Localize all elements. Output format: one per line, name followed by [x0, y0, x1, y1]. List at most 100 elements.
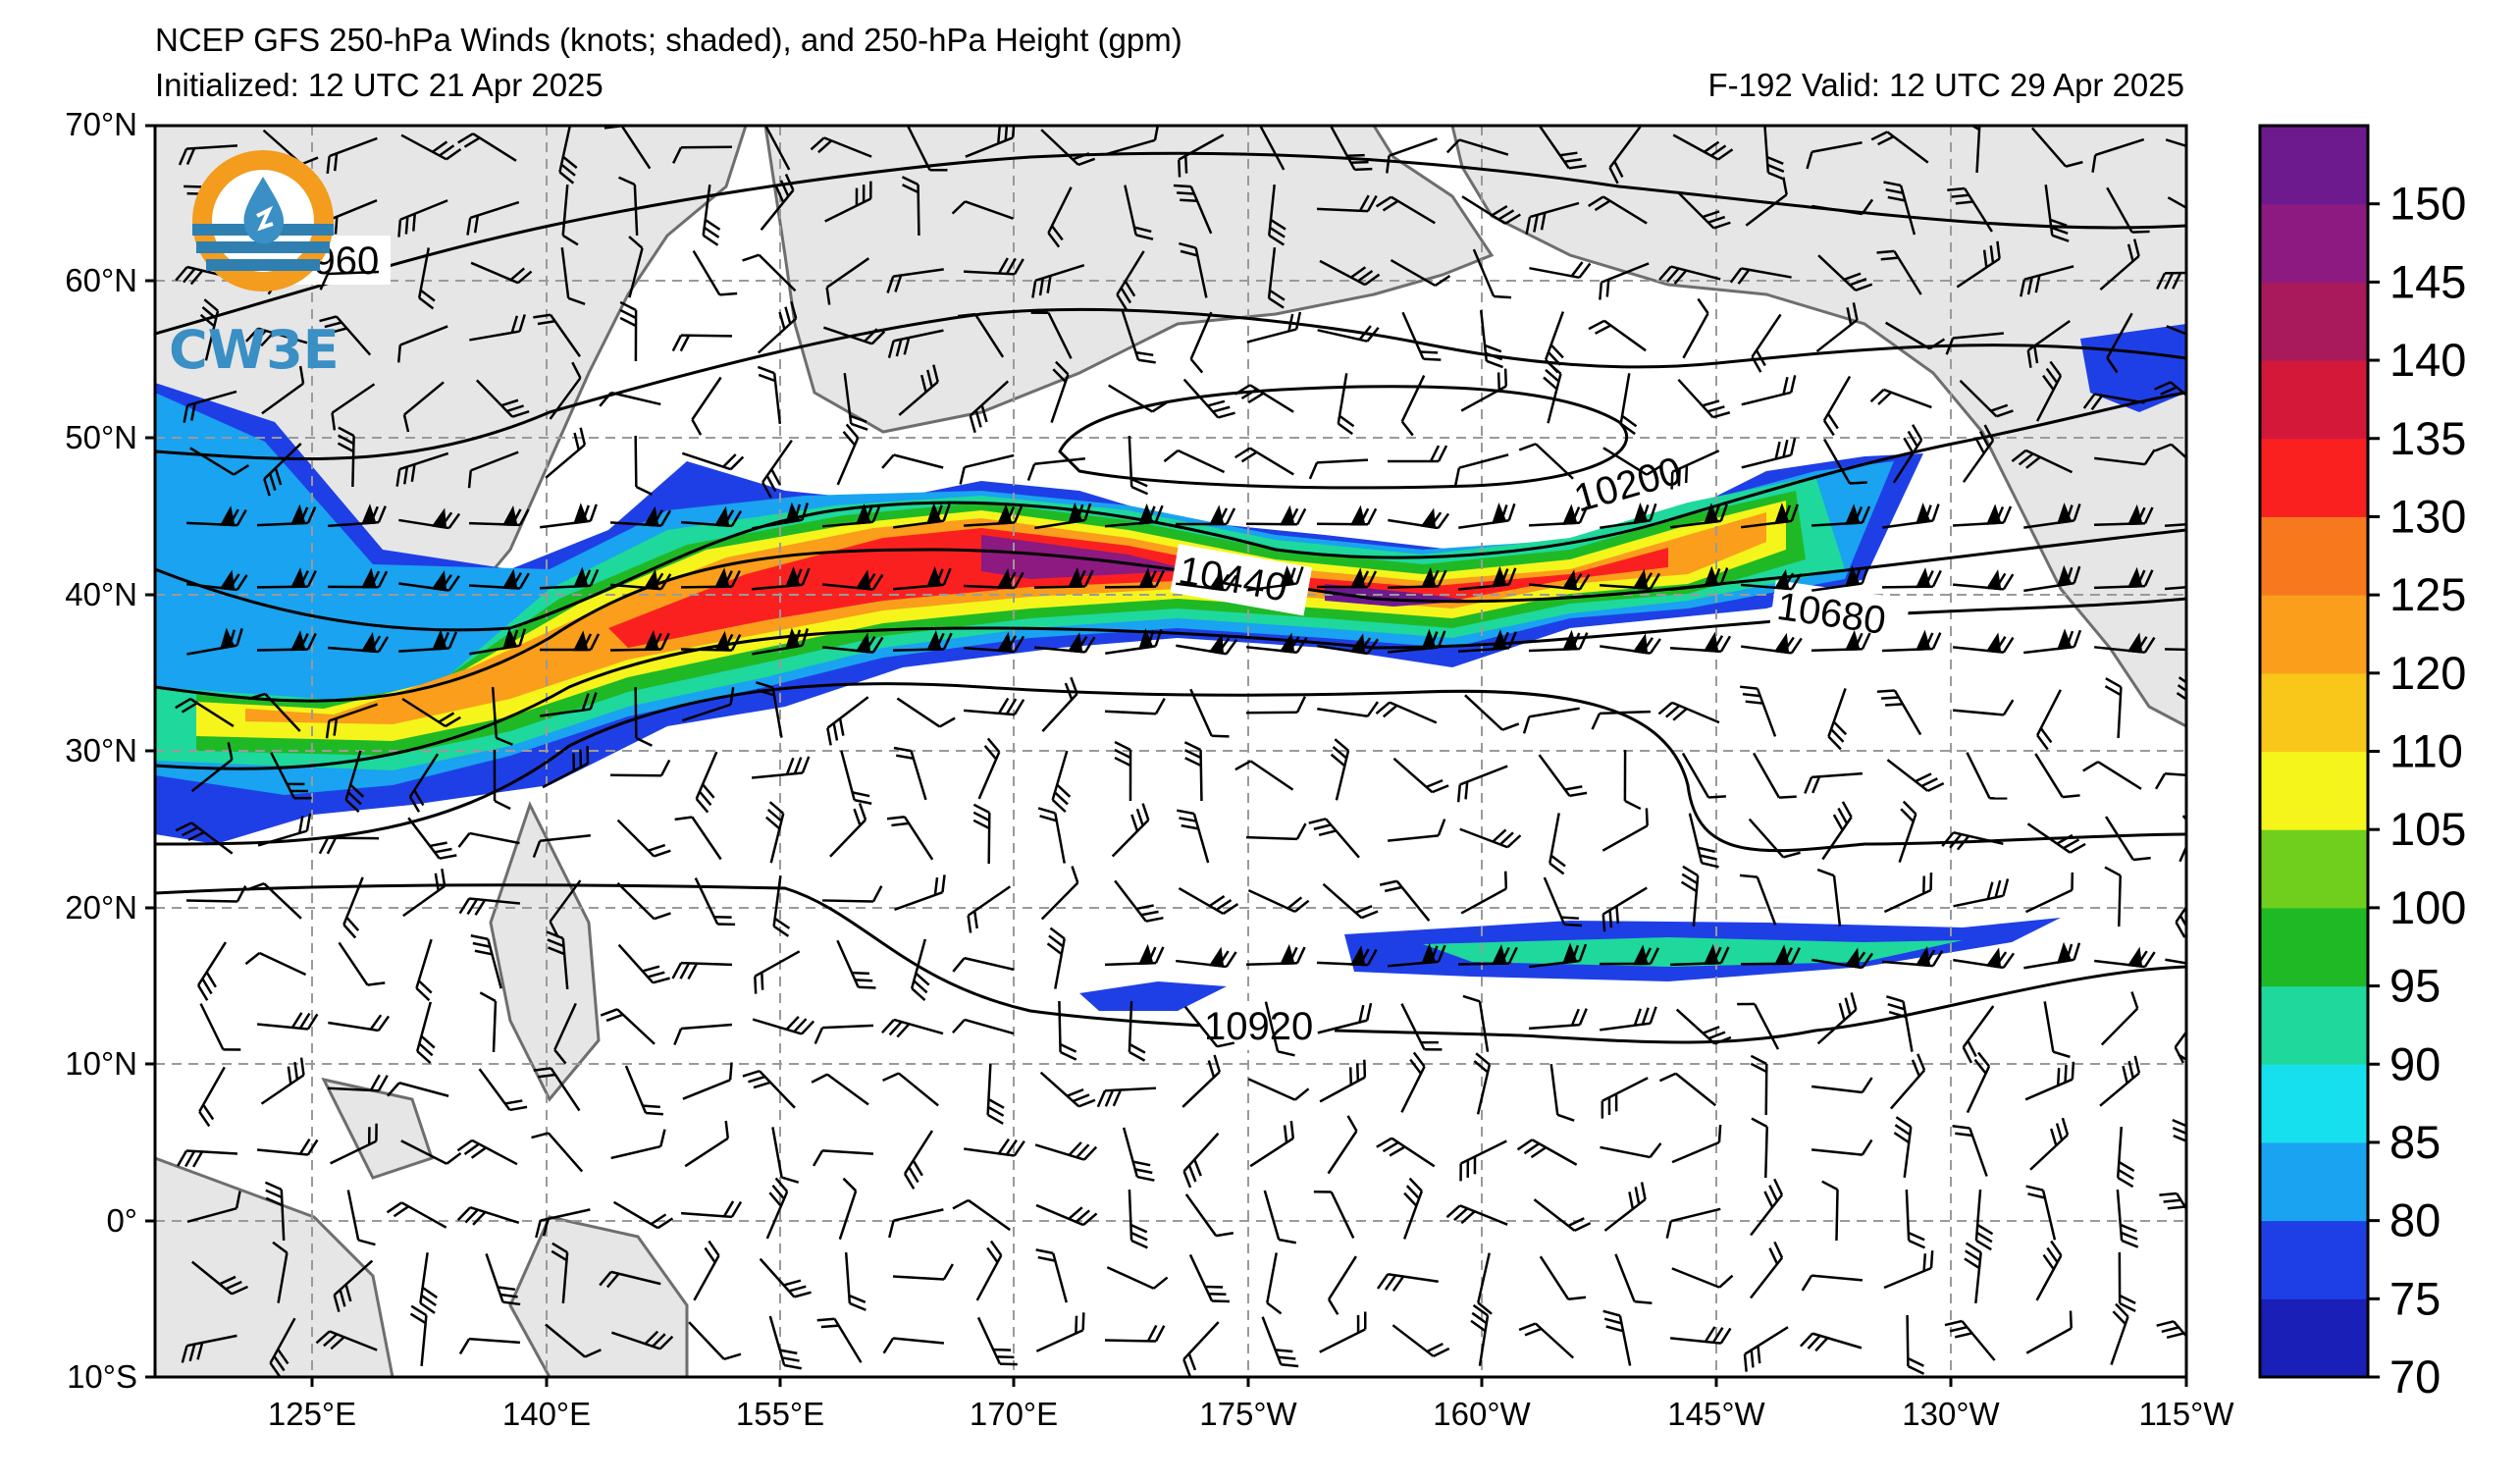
wind-barb [1881, 945, 1944, 968]
wind-barb [2116, 1126, 2135, 1189]
wind-barb [1811, 565, 1869, 592]
wind-barb [1111, 803, 1150, 858]
wind-barb [695, 751, 718, 814]
wind-barb [692, 250, 738, 296]
wind-barb [326, 136, 378, 175]
wind-barb [1386, 137, 1438, 174]
wind-barb [1479, 310, 1504, 369]
wind-barb [691, 376, 722, 436]
wind-barb [1947, 186, 1993, 233]
wind-barb [1811, 198, 1874, 216]
wind-barb [256, 503, 317, 527]
wind-barb [822, 326, 886, 345]
wind-barb [270, 752, 312, 800]
wind-barb [1163, 449, 1226, 474]
wind-barb [1750, 1178, 1784, 1237]
wind-barb [1956, 240, 2001, 289]
colorbar: 70 75 80 85 90 95 100 105 110 120 125 130 135 140 145 1… [2258, 124, 2466, 1403]
wind-barb [1811, 1077, 1873, 1094]
wind-barb [458, 897, 520, 916]
wind-barb [1741, 437, 1797, 469]
wind-barb [1050, 360, 1070, 423]
wind-barb [400, 133, 462, 161]
lon-label-175w: 175°W [1199, 1396, 1297, 1432]
wind-barb [969, 380, 1010, 434]
wind-barb [1538, 754, 1588, 798]
wind-barb [1601, 886, 1648, 932]
wind-barb [1549, 1064, 1575, 1122]
wind-barb [844, 1251, 866, 1311]
wind-barb [1128, 1000, 1146, 1062]
wind-barb [256, 567, 317, 589]
lat-label-0: 0° [106, 1202, 137, 1239]
wind-barb [417, 247, 436, 310]
wind-barb [1543, 876, 1583, 927]
wind-barb [2026, 822, 2086, 854]
wind-barb [1035, 1203, 1098, 1227]
wind-barb [1249, 1120, 1295, 1168]
colorbar-box [2260, 203, 2368, 283]
wind-barb [893, 503, 951, 529]
wind-barb [609, 505, 672, 527]
wind-barb [810, 136, 872, 158]
contour-label-10920: 10920 [1204, 1005, 1313, 1048]
wind-barb [1316, 567, 1378, 589]
wind-barb [963, 631, 1025, 654]
wind-barb [2024, 872, 2074, 914]
wind-barb [1179, 241, 1208, 298]
colorbar-label: 85 [2389, 1116, 2441, 1168]
wind-barb [2043, 1001, 2071, 1059]
wind-barb [1889, 1053, 1926, 1110]
wind-barb [1817, 254, 1873, 292]
wind-barb [886, 815, 934, 861]
wind-barb [757, 300, 798, 354]
wind-barb [612, 1200, 674, 1230]
wind-barb [327, 1074, 389, 1092]
wind-barb [325, 703, 378, 739]
wind-barb [533, 313, 581, 357]
wind-barb [415, 1001, 436, 1064]
wind-barb [1529, 569, 1591, 591]
wind-barb [257, 813, 312, 847]
wind-barb [610, 1330, 674, 1351]
wind-barb [1974, 1189, 1994, 1251]
wind-barb [1677, 378, 1731, 419]
wind-barb [1952, 569, 2015, 591]
lon-label-115w: 115°W [2139, 1396, 2235, 1432]
wind-barb [1815, 302, 1859, 353]
wind-barb [952, 956, 1015, 973]
wind-barb [479, 991, 498, 1053]
wind-barb [599, 391, 661, 407]
wind-barb [2094, 946, 2156, 969]
wind-barb [674, 816, 722, 861]
wind-barb [694, 876, 736, 927]
wind-barb [263, 443, 302, 497]
wind-barb [1267, 247, 1286, 309]
wind-barb [532, 833, 591, 858]
wind-barb [756, 681, 783, 738]
wind-barb [178, 144, 238, 166]
wind-barb [1328, 1255, 1357, 1315]
colorbar-label: 110 [2389, 725, 2463, 777]
wind-barb [1614, 1253, 1653, 1304]
wind-barb [1680, 865, 1700, 927]
wind-barb [2116, 1189, 2139, 1248]
lon-label-155e: 155°E [736, 1396, 824, 1432]
wind-barb [1051, 750, 1072, 814]
wind-barb [1518, 1322, 1575, 1359]
wind-barb [1962, 424, 1995, 483]
wind-barb [1539, 1255, 1587, 1301]
wind-barb [199, 1003, 241, 1051]
colorbar-box [2260, 1298, 2368, 1378]
wind-barb [1457, 565, 1517, 591]
wind-barb [475, 379, 530, 418]
colorbar-label: 75 [2389, 1272, 2441, 1324]
wind-barb [887, 329, 944, 358]
wind-barb [1319, 1059, 1367, 1103]
wind-barb [1587, 195, 1648, 225]
wind-barb [1181, 1054, 1222, 1108]
wind-barb [1886, 995, 1914, 1052]
wind-barb [1035, 1312, 1085, 1352]
wind-barb [684, 1120, 730, 1168]
wind-barb [190, 742, 234, 793]
